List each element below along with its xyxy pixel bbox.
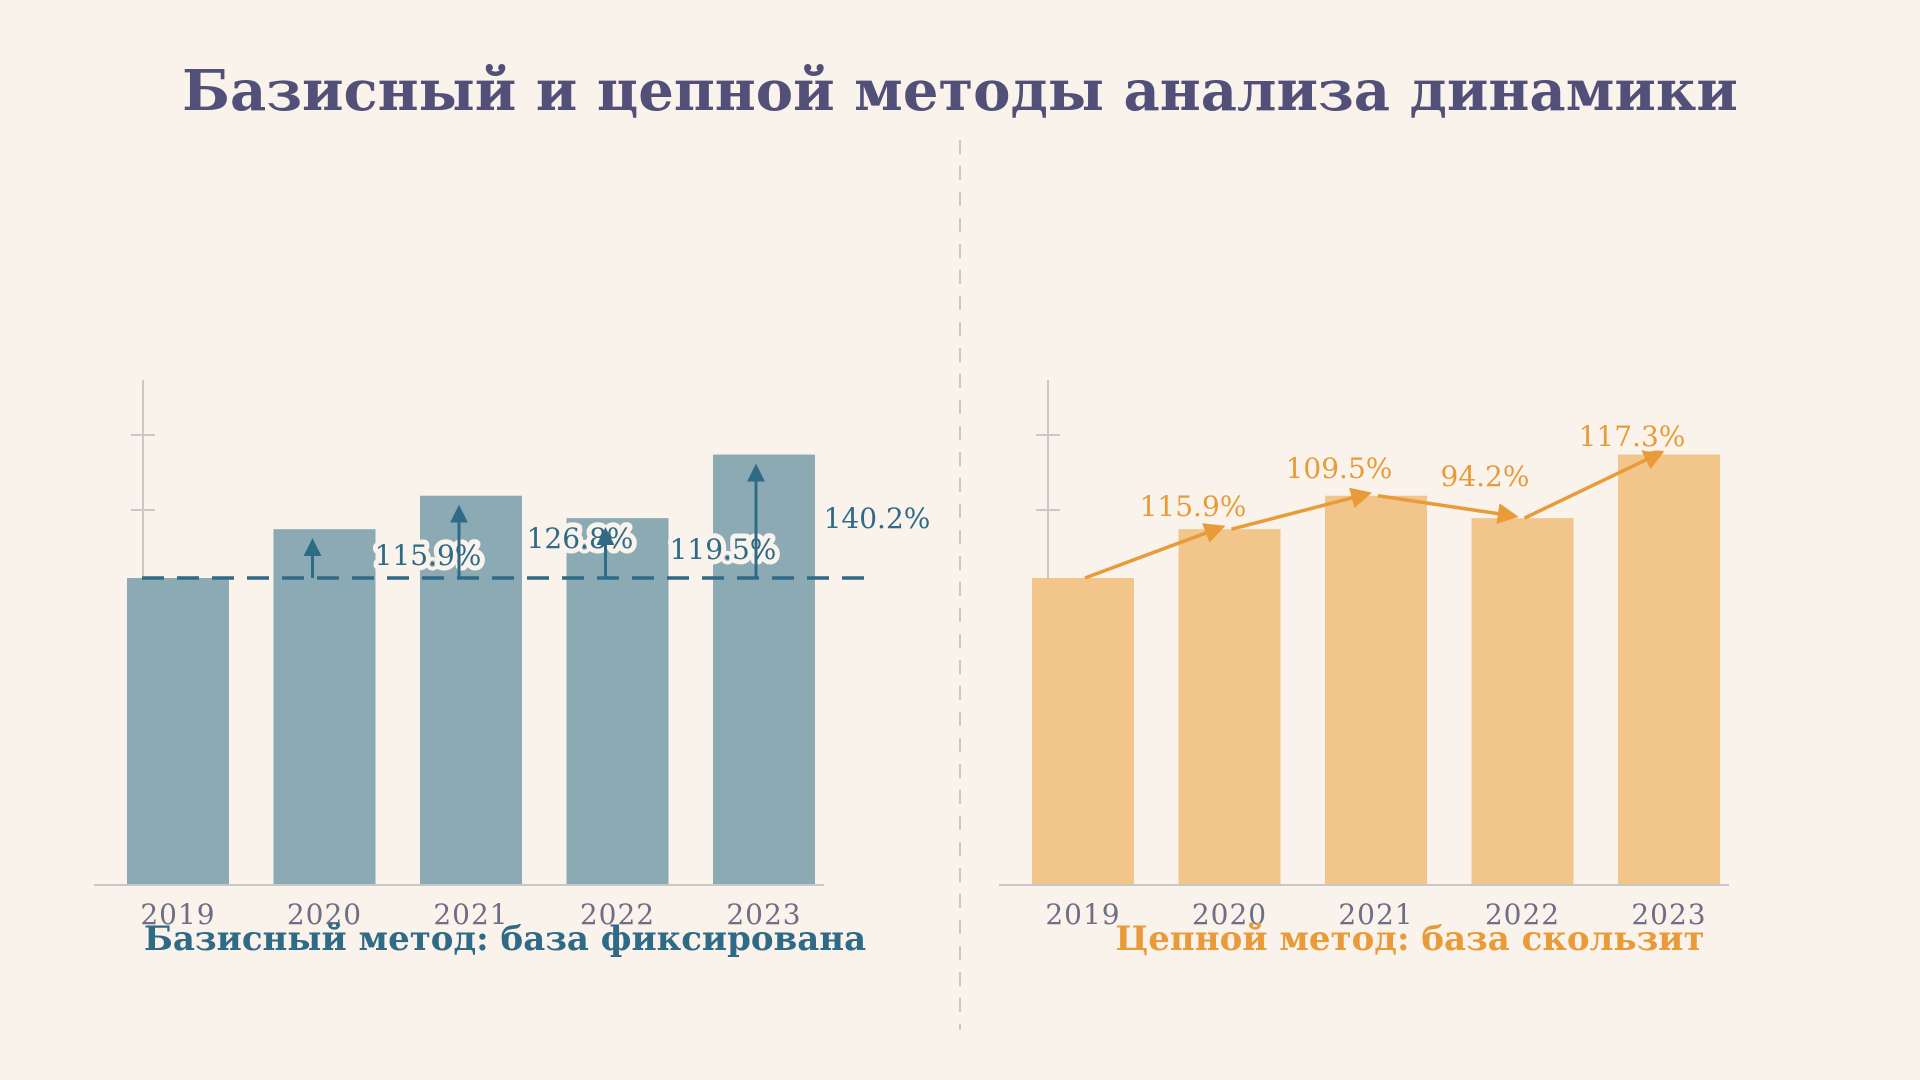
basis-bar (713, 454, 815, 885)
chain-growth-arrow (1231, 487, 1373, 531)
chain-growth-arrow (1523, 450, 1665, 520)
basis-bar (127, 578, 229, 885)
basis-x-tick-label: 2022 (580, 898, 655, 931)
chain-data-label-halo: 117.3% (1579, 420, 1686, 453)
chain-chart: 2019 2020 2021 2022 2023115.9%115.9%109.5%10… (999, 380, 1729, 931)
basis-bar (420, 495, 522, 885)
chain-data-label-halo: 115.9% (1140, 490, 1247, 523)
basis-chart-caption: Базисный метод: база фиксирована (144, 919, 866, 959)
basis-data-label: 119.5% (670, 533, 777, 566)
basis-chart: 2019 2020 2021 2022 2023115.9%115.9%126.8%12… (94, 380, 935, 931)
basis-x-tick-label: 2019 (140, 898, 215, 931)
chain-x-tick-label: 2023 (1631, 898, 1706, 931)
chain-x-tick-label: 2021 (1338, 898, 1413, 931)
page-title: Базисный и цепной методы анализа динамик… (182, 58, 1738, 124)
chain-bar (1032, 578, 1134, 885)
chain-growth-arrow (1084, 523, 1226, 580)
chain-data-label: 94.2% (1441, 460, 1530, 493)
basis-data-label: 126.8% (527, 522, 634, 555)
basis-data-label-halo: 115.9% (375, 539, 482, 572)
basis-data-label-halo: 119.5% (670, 533, 777, 566)
chain-bar (1618, 454, 1720, 885)
chain-x-tick-label: 2020 (1192, 898, 1267, 931)
chain-data-label-halo: 109.5% (1286, 452, 1393, 485)
chain-x-tick-label: 2019 (1045, 898, 1120, 931)
basis-data-label-halo: 140.2% (824, 502, 931, 535)
basis-x-tick-label: 2021 (433, 898, 508, 931)
chain-bar (1471, 518, 1574, 885)
chain-bar (1325, 495, 1427, 885)
chain-growth-arrow (1377, 493, 1519, 525)
basis-data-label-halo: 126.8% (527, 522, 634, 555)
chain-data-label-halo: 94.2% (1441, 460, 1530, 493)
basis-x-tick-label: 2023 (726, 898, 801, 931)
basis-bar (273, 529, 376, 885)
chain-bar (1178, 529, 1281, 885)
basis-data-label: 140.2% (824, 502, 931, 535)
basis-data-label: 115.9% (375, 539, 482, 572)
basis-x-tick-label: 2020 (287, 898, 362, 931)
chain-data-label: 117.3% (1579, 420, 1686, 453)
chain-data-label: 115.9% (1140, 490, 1247, 523)
chain-x-tick-label: 2022 (1485, 898, 1560, 931)
basis-bar (566, 518, 669, 885)
chain-data-label: 109.5% (1286, 452, 1393, 485)
chain-chart-caption: Цепной метод: база скользит (1115, 919, 1704, 959)
